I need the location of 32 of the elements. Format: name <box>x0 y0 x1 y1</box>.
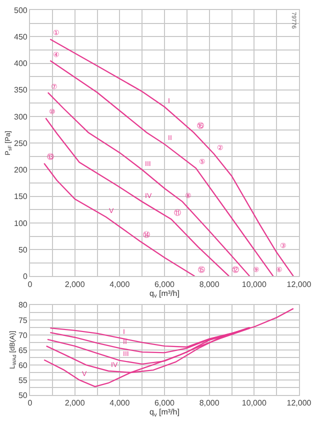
x-tick-label: 6,000 <box>154 280 176 289</box>
y-tick-label: 500 <box>14 6 28 15</box>
y-tick-label: 250 <box>14 138 28 148</box>
y-tick-label: 400 <box>14 59 28 68</box>
x-tick-label: 2,000 <box>64 280 86 289</box>
y-tick-label: 0 <box>22 272 28 282</box>
y-tick-label: 50 <box>18 245 28 254</box>
x-tick-label: 10,000 <box>242 280 267 289</box>
x-tick-label: 6,000 <box>154 398 176 408</box>
y-tick-label: 80 <box>18 300 28 310</box>
x-tick-label: 8,000 <box>199 280 220 289</box>
x-axis-title: q$_{v}$ [m³/h] <box>150 408 180 418</box>
y-tick-label: 150 <box>14 192 28 202</box>
y-tick-label: 70 <box>18 330 28 340</box>
y-tick-label: 450 <box>14 32 28 42</box>
y-tick-label: 55 <box>18 376 28 385</box>
x-tick-label: 4,000 <box>110 280 130 289</box>
x-tick-label: 2,000 <box>64 398 86 408</box>
y-tick-label: 60 <box>18 360 28 370</box>
x-tick-label: 8,000 <box>199 398 220 408</box>
y-tick-label: 50 <box>18 390 28 400</box>
x-tick-label: 10,000 <box>242 398 267 408</box>
y-tick-label: 65 <box>18 346 28 355</box>
y-tick-label: 350 <box>14 86 28 95</box>
x-axis-title: q$_{v}$ [m³/h] <box>150 288 180 300</box>
y-tick-label: 200 <box>14 166 28 175</box>
x-tick-label: 12,000 <box>286 280 312 289</box>
y-tick-label: 100 <box>14 218 28 228</box>
y-tick-label: 300 <box>14 112 28 122</box>
y-tick-label: 75 <box>18 316 28 325</box>
x-tick-label: 12,000 <box>286 398 312 408</box>
x-tick-label: 4,000 <box>110 398 130 408</box>
